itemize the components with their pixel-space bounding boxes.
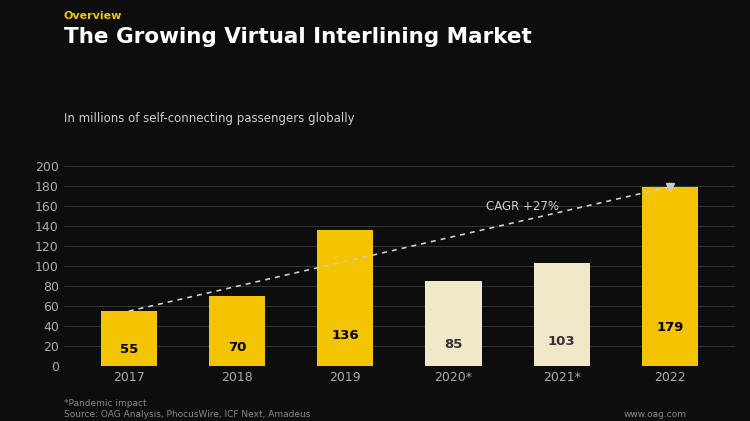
Bar: [100, 311, 157, 366]
Text: CAGR +27%: CAGR +27%: [486, 200, 559, 213]
Bar: [209, 296, 266, 366]
Bar: [534, 263, 590, 366]
Text: 179: 179: [656, 321, 684, 334]
Bar: [317, 230, 374, 366]
Text: 103: 103: [548, 335, 575, 348]
Text: In millions of self-connecting passengers globally: In millions of self-connecting passenger…: [64, 112, 354, 125]
Text: 70: 70: [228, 341, 246, 354]
Text: The Growing Virtual Interlining Market: The Growing Virtual Interlining Market: [64, 27, 532, 48]
Text: www.oag.com: www.oag.com: [623, 410, 686, 419]
Text: 85: 85: [444, 338, 463, 351]
Text: 55: 55: [119, 344, 138, 356]
Bar: [642, 187, 698, 366]
Bar: [425, 281, 482, 366]
Text: *Pandemic impact
Source: OAG Analysis, PhocusWire, ICF Next, Amadeus: *Pandemic impact Source: OAG Analysis, P…: [64, 400, 310, 419]
Text: 136: 136: [332, 329, 359, 342]
Text: Overview: Overview: [64, 11, 122, 21]
